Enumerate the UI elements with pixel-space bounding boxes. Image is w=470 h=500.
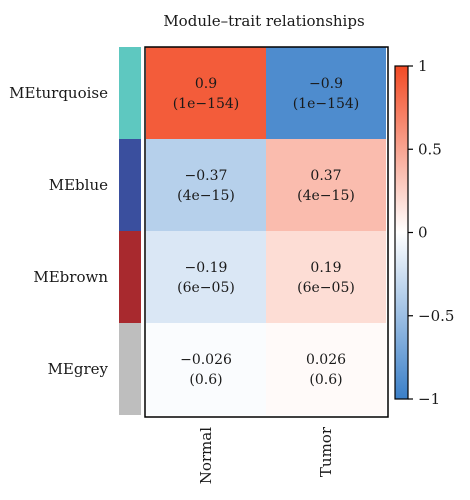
cell-pvalue-label: (6e−05): [297, 280, 355, 296]
module-color-bar-MEgrey: [119, 323, 141, 415]
heatmap-cell: [146, 47, 266, 139]
cell-pvalue-label: (0.6): [309, 372, 342, 388]
cell-pvalue-label: (1e−154): [293, 96, 360, 112]
cell-pvalue-label: (6e−05): [177, 280, 235, 296]
cell-correlation-label: −0.9: [309, 76, 343, 92]
module-color-bar-MEturquoise: [119, 47, 141, 139]
column-label-normal: Normal: [197, 427, 215, 484]
heatmap-cell: [266, 47, 386, 139]
module-color-bars: [119, 47, 141, 415]
heatmap-cell: [266, 323, 386, 415]
row-label: MEturquoise: [9, 84, 108, 102]
cell-correlation-label: −0.026: [180, 352, 232, 368]
heatmap-border: [144, 46, 389, 418]
cell-pvalue-label: (4e−15): [177, 188, 235, 204]
cell-correlation-label: −0.19: [185, 260, 228, 276]
module-color-bar-MEbrown: [119, 231, 141, 323]
cell-pvalue-label: (1e−154): [173, 96, 240, 112]
colorbar-tick-label: −0.5: [418, 307, 454, 325]
cell-correlation-label: 0.9: [195, 76, 217, 92]
heatmap-cell: [146, 231, 266, 323]
colorbar-ticks: 1 0.5 0 −0.5 −1: [408, 57, 454, 408]
row-label: MEgrey: [48, 360, 109, 378]
cell-correlation-label: 0.026: [306, 352, 346, 368]
heatmap-cell: [266, 231, 386, 323]
chart-title: Module–trait relationships: [163, 12, 364, 30]
column-label-tumor: Tumor: [317, 426, 335, 477]
colorbar-tick-label: 0: [418, 224, 428, 242]
column-labels: Normal Tumor: [197, 426, 335, 484]
module-color-bar-MEblue: [119, 139, 141, 231]
cell-pvalue-label: (4e−15): [297, 188, 355, 204]
row-label: MEblue: [49, 176, 108, 194]
row-label: MEbrown: [33, 268, 108, 286]
heatmap-cell: [266, 139, 386, 231]
row-labels: MEturquoise MEblue MEbrown MEgrey: [9, 84, 108, 378]
colorbar-tick-label: 1: [418, 57, 428, 75]
cell-correlation-label: 0.19: [310, 260, 341, 276]
cell-correlation-label: 0.37: [310, 168, 341, 184]
colorbar-tick-label: −1: [418, 390, 440, 408]
heatmap-cell: [146, 139, 266, 231]
colorbar: [394, 65, 409, 400]
heatmap-cell: [146, 323, 266, 415]
heatmap-cells: 0.9 (1e−154) −0.9 (1e−154) −0.37 (4e−15) 0.37 (…: [146, 47, 386, 415]
cell-correlation-label: −0.37: [185, 168, 228, 184]
cell-pvalue-label: (0.6): [189, 372, 222, 388]
colorbar-tick-label: 0.5: [418, 140, 442, 158]
